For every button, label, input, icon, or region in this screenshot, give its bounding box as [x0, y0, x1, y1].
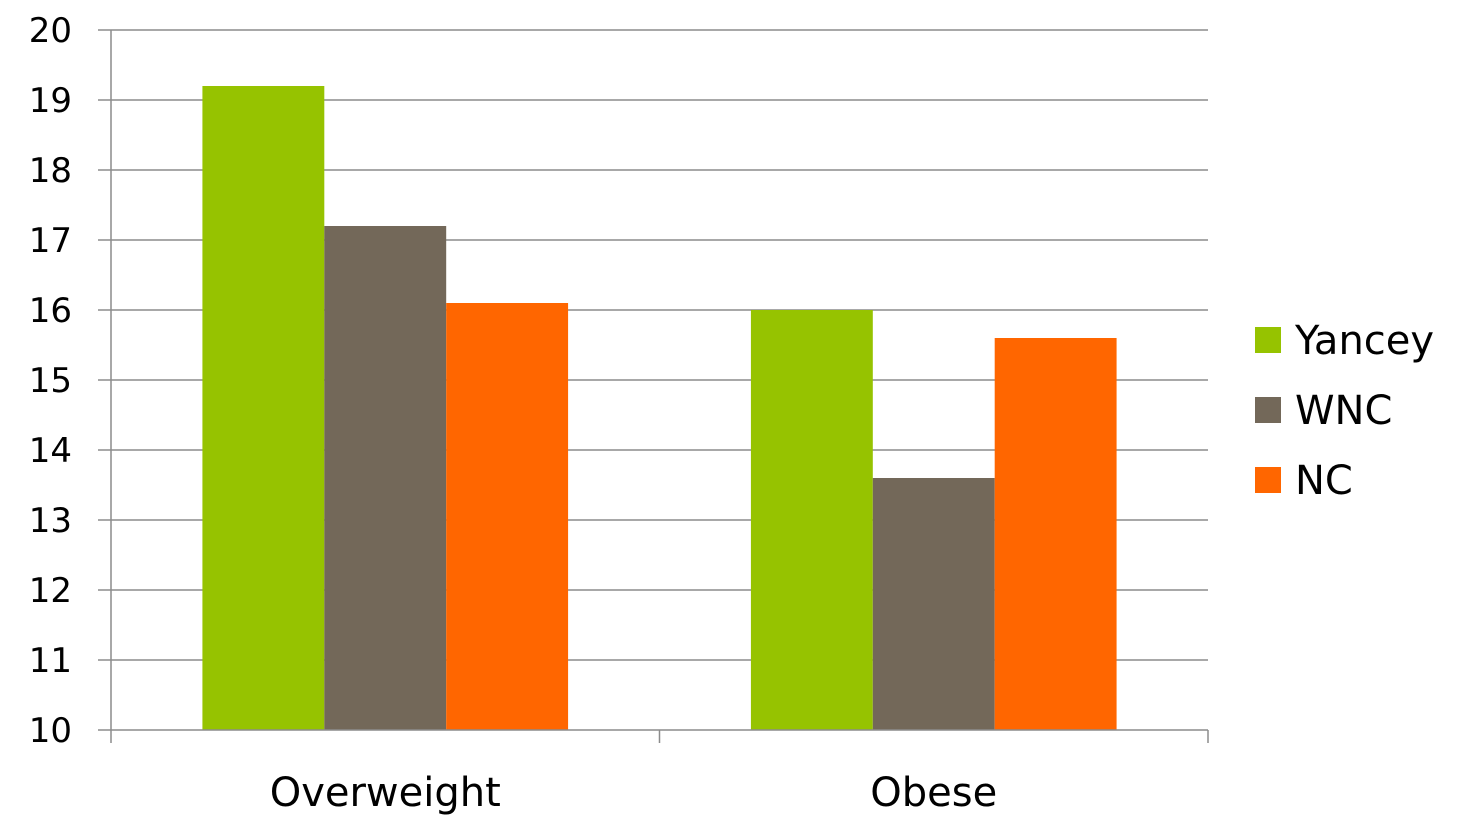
x-category-label-overweight: Overweight	[270, 770, 501, 816]
bar-wnc-overweight	[324, 226, 447, 730]
y-tick-labels: 10 11 12 13 14 15 16 17 18 19 20	[29, 11, 72, 751]
bar-yancey-obese	[750, 310, 873, 730]
x-category-labels: Overweight Obese	[270, 770, 998, 816]
y-tick-label-12: 12	[29, 571, 72, 611]
legend-swatch-wnc	[1255, 397, 1281, 423]
bar-wnc-obese	[872, 478, 995, 730]
y-tick-label-11: 11	[29, 641, 72, 681]
legend-label-yancey: Yancey	[1294, 318, 1434, 364]
y-tick-label-20: 20	[29, 11, 72, 51]
bar-nc-obese	[994, 338, 1117, 730]
y-tick-label-10: 10	[29, 711, 72, 751]
legend: Yancey WNC NC	[1255, 318, 1434, 504]
legend-swatch-nc	[1255, 467, 1281, 493]
bar-yancey-overweight	[202, 86, 325, 730]
y-tick-label-13: 13	[29, 501, 72, 541]
legend-label-nc: NC	[1295, 458, 1353, 504]
y-tick-label-15: 15	[29, 361, 72, 401]
y-tick-label-14: 14	[29, 431, 72, 471]
bar-nc-overweight	[446, 303, 569, 730]
y-tick-label-19: 19	[29, 81, 72, 121]
axes	[98, 29, 1209, 743]
bars	[202, 86, 1117, 730]
legend-swatch-yancey	[1255, 327, 1281, 353]
y-tick-label-16: 16	[29, 291, 72, 331]
x-category-label-obese: Obese	[870, 770, 997, 816]
legend-label-wnc: WNC	[1295, 388, 1392, 434]
y-tick-label-18: 18	[29, 151, 72, 191]
y-tick-label-17: 17	[29, 221, 72, 261]
